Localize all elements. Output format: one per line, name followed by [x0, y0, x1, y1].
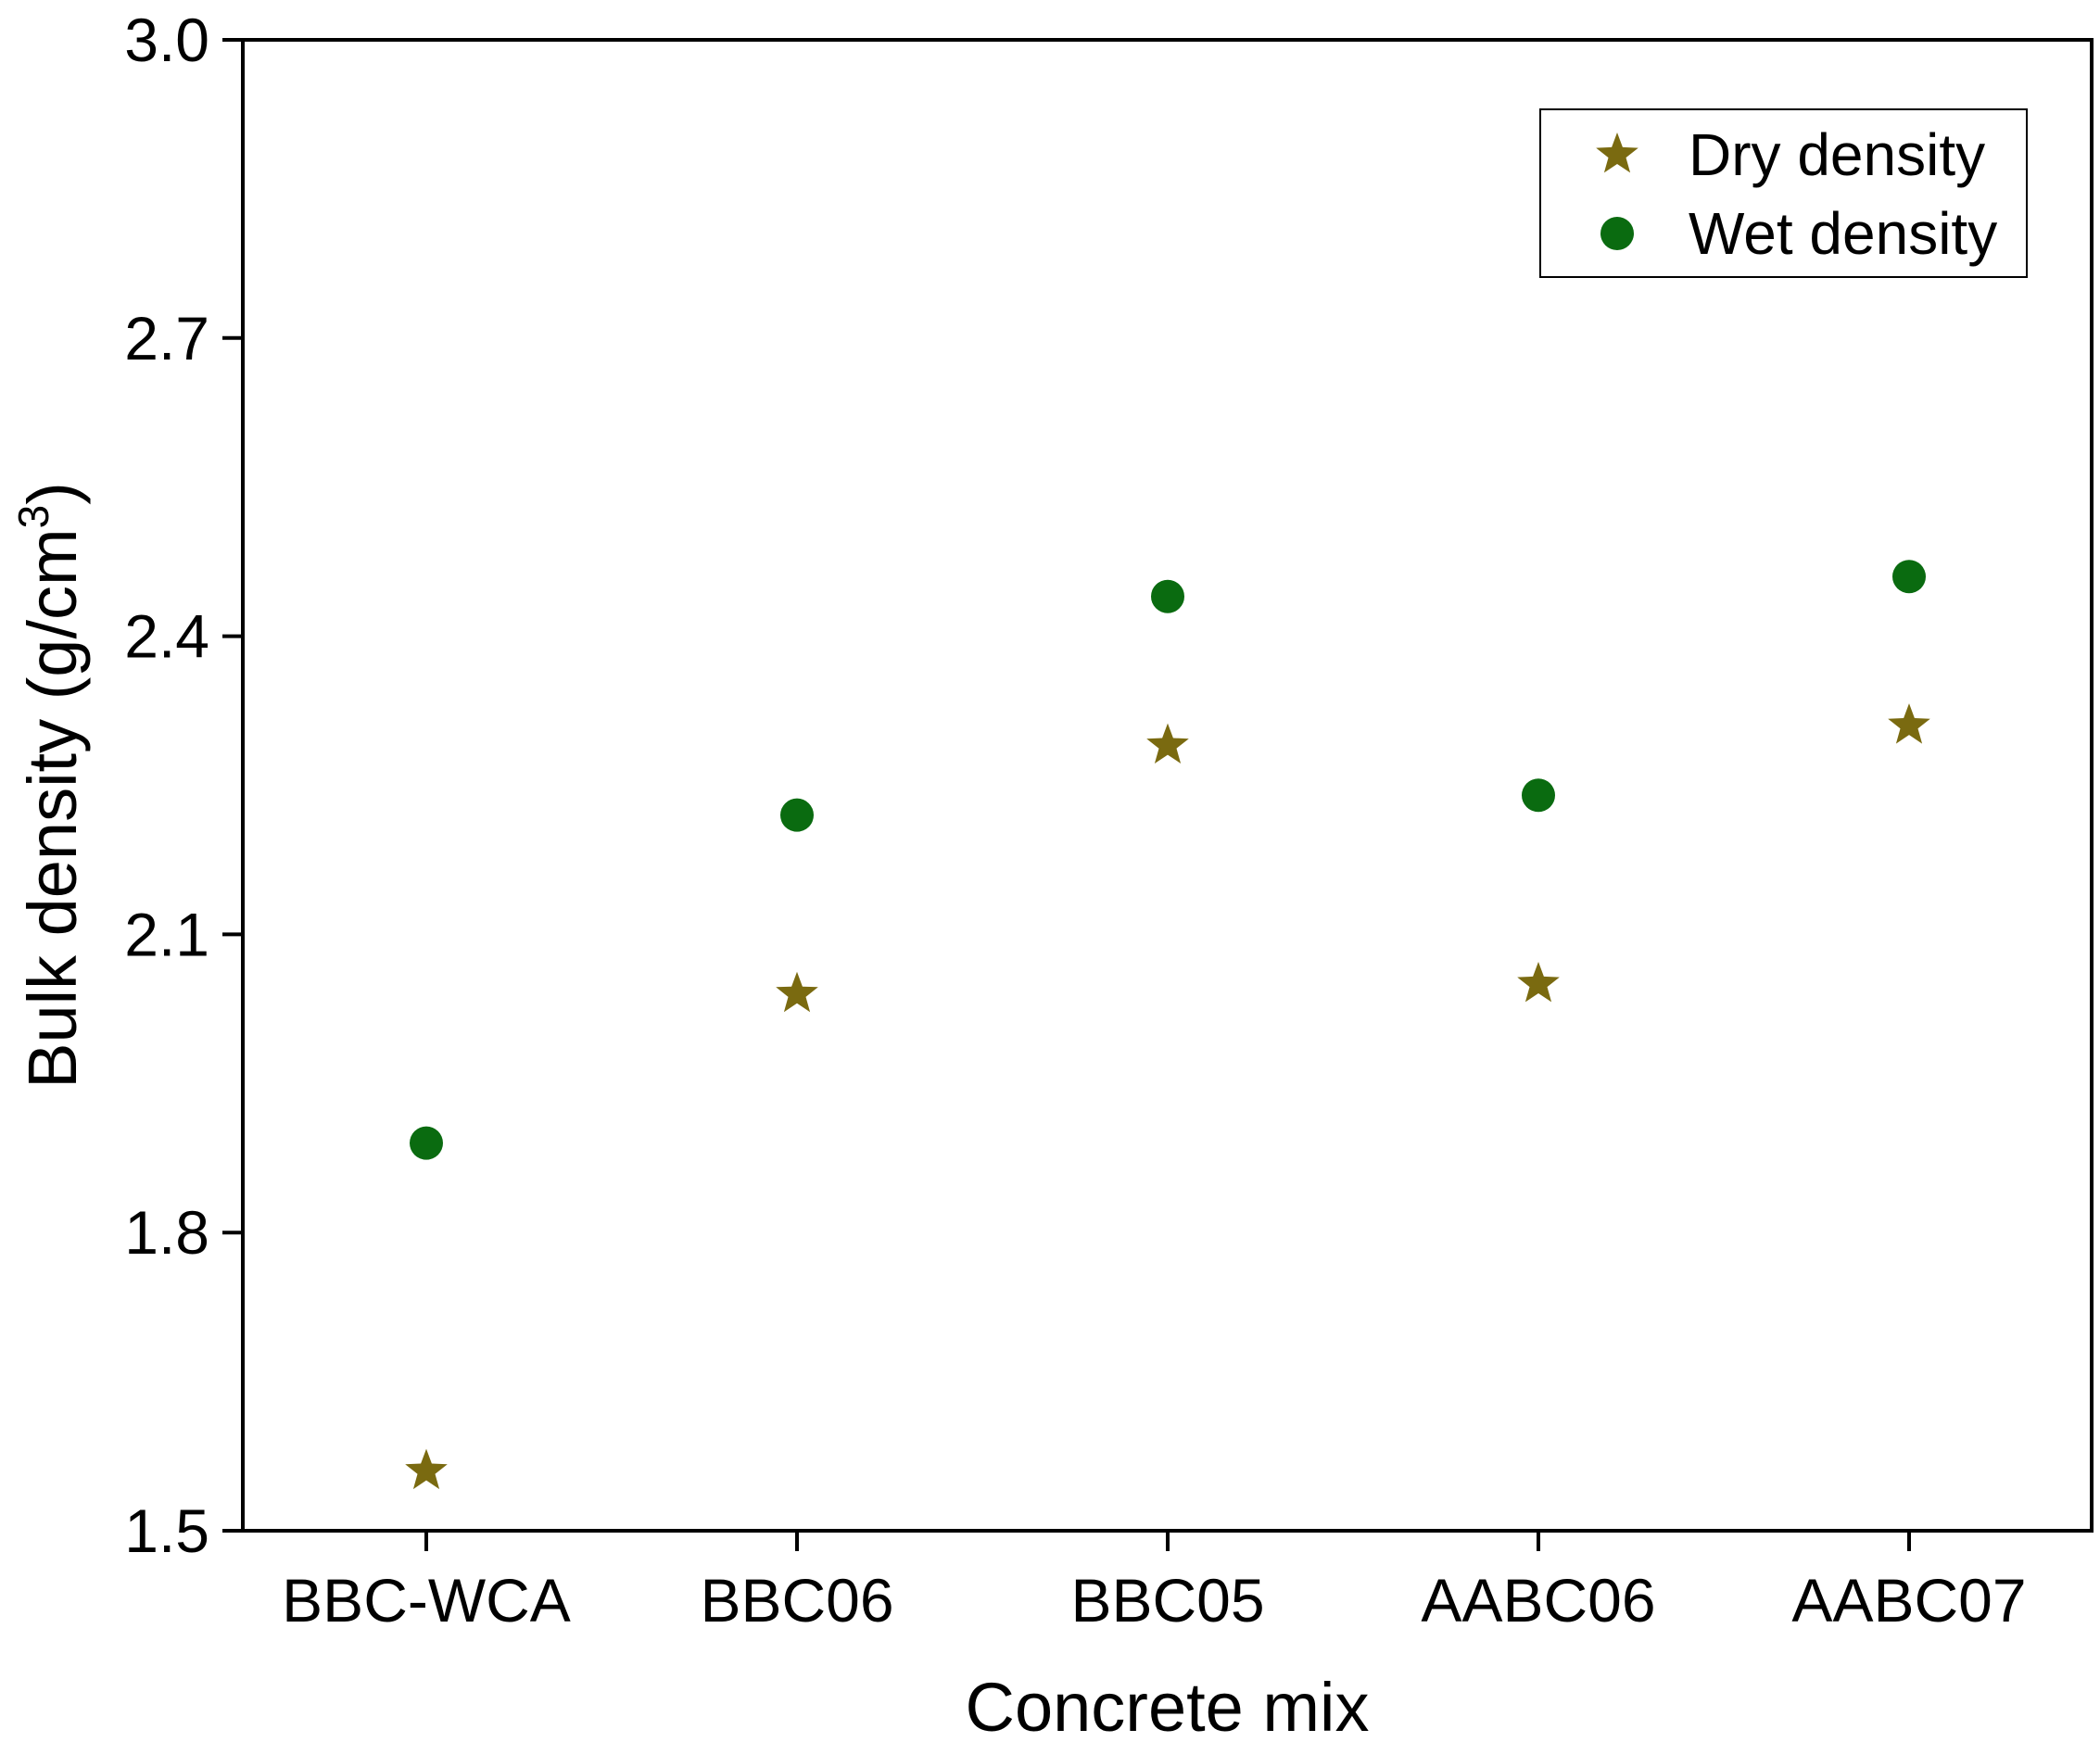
y-tick-label: 2.1 — [124, 900, 209, 968]
legend-wet-density-marker — [1600, 217, 1634, 250]
dry-density-point — [1888, 703, 1930, 744]
series-dry-density — [405, 703, 1930, 1490]
wet-density-point — [410, 1126, 443, 1160]
y-axis-title-main: Bulk density (g/cm — [14, 528, 91, 1089]
y-tick-label: 2.7 — [124, 304, 209, 372]
legend-dry-density-label: Dry density — [1689, 121, 1985, 188]
legend: Dry density Wet density — [1539, 108, 2028, 278]
wet-density-point — [1892, 560, 1926, 594]
dry-density-point — [1146, 723, 1189, 764]
wet-density-point — [1151, 579, 1184, 613]
x-axis-title: Concrete mix — [966, 1669, 1370, 1742]
wet-density-point — [1522, 778, 1555, 813]
legend-wet-density-label: Wet density — [1689, 200, 1997, 267]
dry-density-point — [405, 1448, 448, 1490]
legend-dry-density-marker — [1596, 133, 1638, 173]
series-wet-density — [410, 560, 1926, 1160]
y-axis-title-close: ) — [14, 482, 91, 505]
y-tick-label: 1.8 — [124, 1198, 209, 1267]
dry-density-point — [1517, 962, 1560, 1003]
x-axis: BBC-WCA BBC06 BBC05 AABC06 AABC07 — [282, 1531, 2027, 1635]
y-tick-label: 2.4 — [124, 602, 209, 671]
wet-density-point — [780, 798, 814, 832]
y-tick-label: 1.5 — [124, 1496, 209, 1565]
x-tick-label: BBC-WCA — [282, 1566, 571, 1635]
x-tick-label: AABC06 — [1421, 1566, 1655, 1635]
y-tick-label: 3.0 — [124, 6, 209, 74]
x-tick-label: BBC06 — [700, 1566, 893, 1635]
y-axis-title: Bulk density (g/cm3) — [9, 482, 91, 1089]
x-tick-label: AABC07 — [1791, 1566, 2026, 1635]
y-axis: 1.5 1.8 2.1 2.4 2.7 3.0 — [124, 6, 243, 1565]
y-axis-title-superscript: 3 — [9, 505, 57, 529]
dry-density-point — [776, 971, 818, 1013]
data-series — [405, 560, 1930, 1490]
x-tick-label: BBC05 — [1070, 1566, 1264, 1635]
